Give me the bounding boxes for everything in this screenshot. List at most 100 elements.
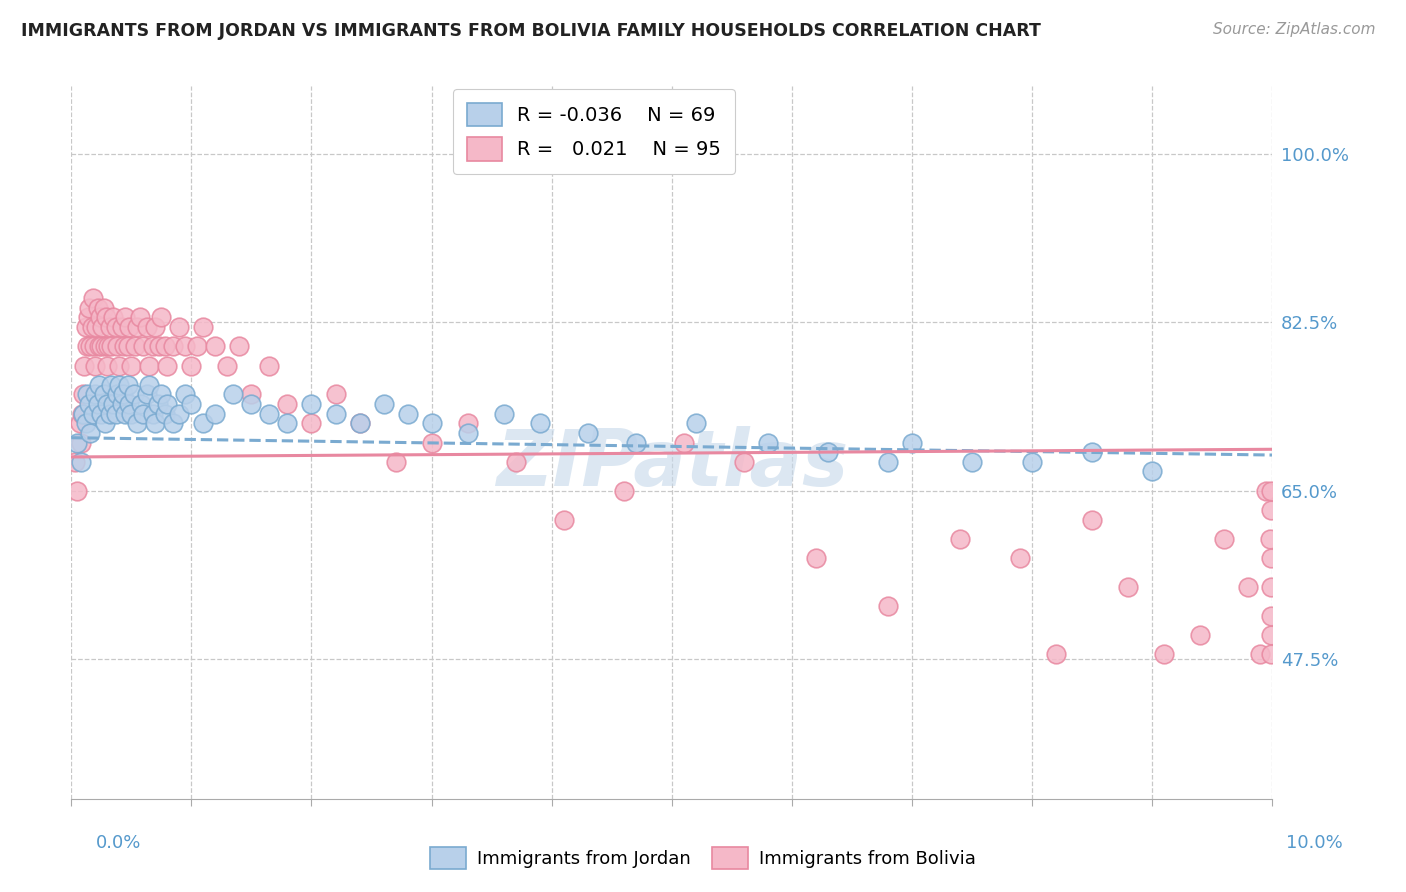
Point [66,435,89,450]
Point [153,407,176,421]
Point [143,417,166,431]
Legend: Immigrants from Jordan, Immigrants from Bolivia: Immigrants from Jordan, Immigrants from … [423,839,983,876]
Point [174,387,197,401]
Point [222,387,245,401]
Point [1260,503,1282,517]
Point [301,397,323,411]
Point [124,339,146,353]
Point [685,417,707,431]
Point [672,435,695,450]
Point [100,377,122,392]
Point [120,359,142,373]
Point [98,407,121,421]
Point [84,387,107,401]
Point [1081,445,1104,459]
Point [204,339,226,353]
Point [66,483,89,498]
Point [128,310,150,325]
Point [146,397,169,411]
Point [396,407,419,421]
Point [80,320,103,334]
Point [108,377,131,392]
Point [89,310,111,325]
Point [87,377,110,392]
Point [112,339,135,353]
Point [259,359,281,373]
Point [624,435,647,450]
Point [70,435,93,450]
Point [77,310,100,325]
Point [162,417,184,431]
Point [120,407,142,421]
Point [180,397,202,411]
Point [576,425,599,440]
Point [228,339,250,353]
Point [75,417,97,431]
Point [114,407,136,421]
Point [877,455,900,469]
Point [529,417,551,431]
Point [105,339,128,353]
Point [1142,464,1164,478]
Point [104,407,127,421]
Point [72,387,94,401]
Point [70,407,93,421]
Point [84,359,107,373]
Point [240,397,263,411]
Point [96,397,118,411]
Point [91,320,114,334]
Point [733,455,755,469]
Point [901,435,924,450]
Point [118,397,141,411]
Text: 10.0%: 10.0% [1286,834,1343,852]
Point [174,339,197,353]
Point [86,320,108,334]
Point [93,301,115,315]
Point [384,455,406,469]
Point [86,301,108,315]
Point [1260,580,1282,594]
Point [1153,648,1175,662]
Point [349,417,371,431]
Point [420,435,443,450]
Point [193,320,215,334]
Point [94,417,117,431]
Text: ZIPatlas: ZIPatlas [496,425,848,502]
Point [117,339,139,353]
Point [169,407,191,421]
Point [156,397,179,411]
Point [1010,551,1032,566]
Point [169,320,191,334]
Point [949,532,972,546]
Point [69,417,91,431]
Point [111,397,134,411]
Point [82,291,104,305]
Point [77,301,100,315]
Point [1081,512,1104,526]
Point [613,483,636,498]
Point [1189,628,1212,642]
Point [117,377,139,392]
Point [87,339,110,353]
Point [153,339,176,353]
Point [325,407,347,421]
Point [1118,580,1140,594]
Point [505,455,527,469]
Point [132,339,155,353]
Point [150,387,173,401]
Point [492,407,515,421]
Point [75,320,97,334]
Point [96,359,118,373]
Point [143,320,166,334]
Point [63,455,86,469]
Point [108,359,131,373]
Point [132,407,155,421]
Point [276,417,298,431]
Point [817,445,839,459]
Point [138,359,160,373]
Point [301,417,323,431]
Point [553,512,575,526]
Point [877,599,900,614]
Point [420,417,443,431]
Point [76,339,98,353]
